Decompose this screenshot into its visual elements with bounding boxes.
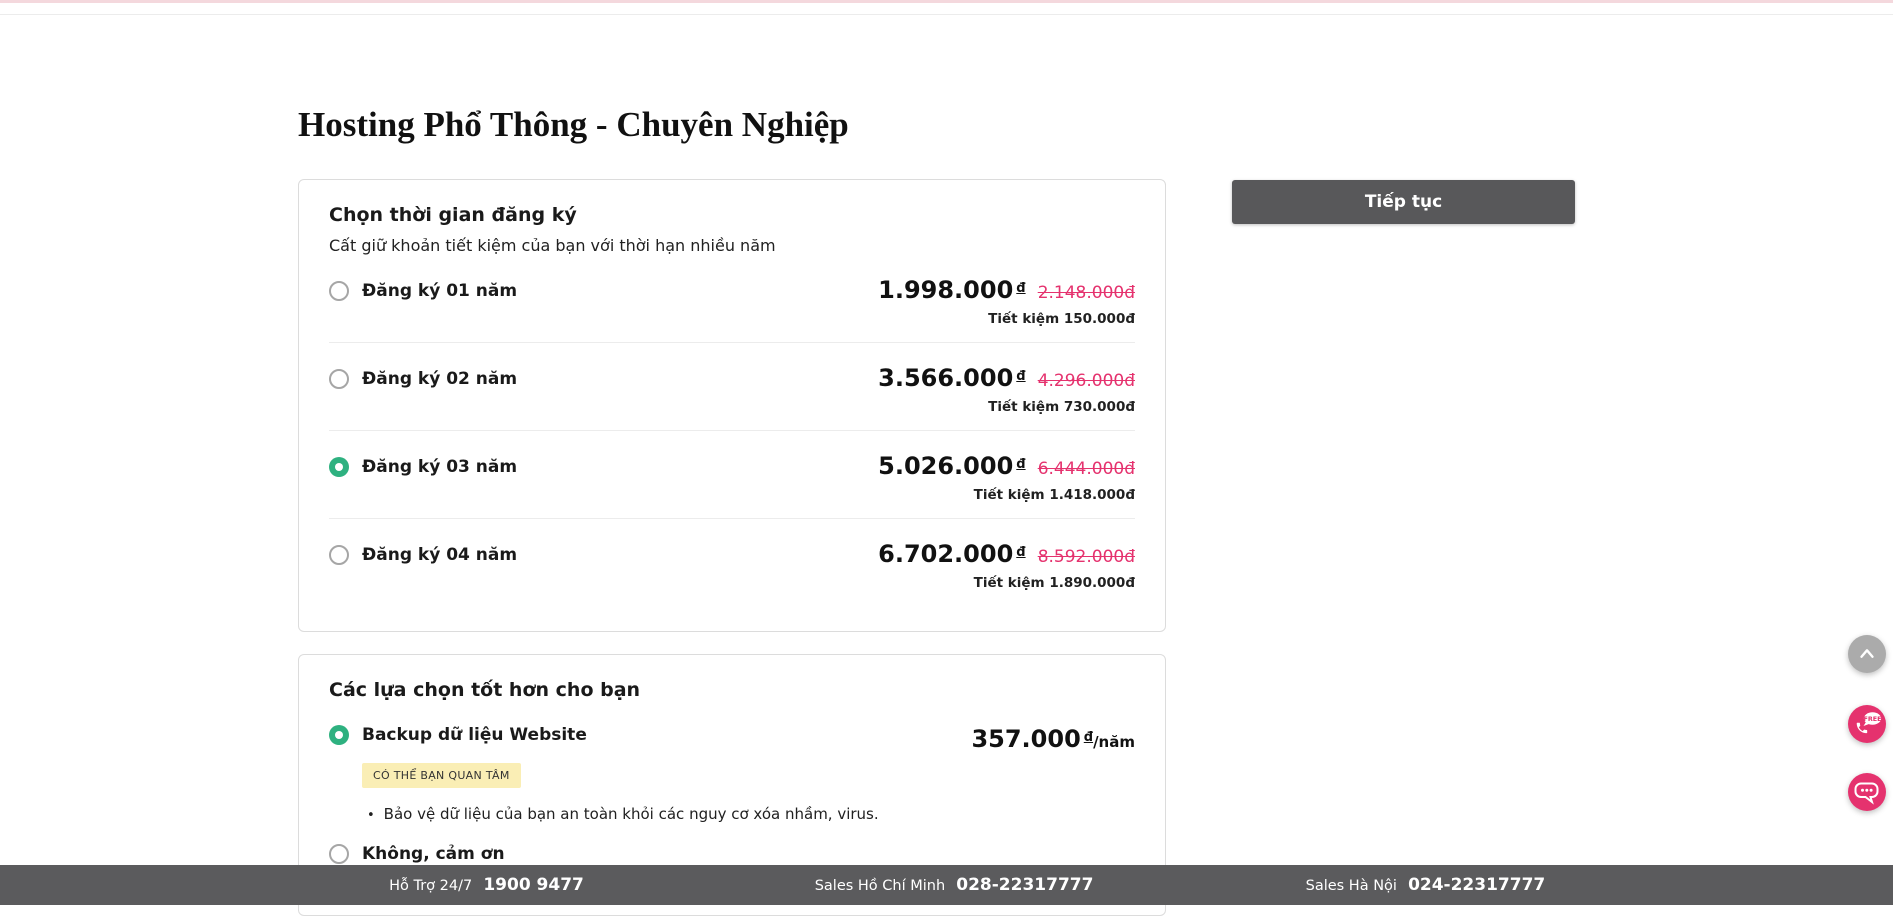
duration-option-label: Đăng ký 04 năm (362, 545, 518, 565)
addons-card-title: Các lựa chọn tốt hơn cho bạn (329, 679, 641, 701)
currency-symbol: đ (1016, 280, 1026, 296)
addon-bullet-text: Bảo vệ dữ liệu của bạn an toàn khỏi các … (383, 805, 879, 823)
addon-option-label: Không, cảm ơn (362, 844, 505, 864)
chat-bubbles-icon (1848, 773, 1886, 811)
footer-sales-hanoi-contact: Sales Hà Nội 024-22317777 (1306, 875, 1546, 895)
footer-support-phone: 1900 9477 (483, 875, 584, 895)
price-new: 357.000 (971, 725, 1081, 753)
radio-button[interactable] (329, 457, 349, 477)
price-old: 2.148.000đ (1037, 283, 1135, 303)
live-chat-button[interactable] (1848, 773, 1886, 811)
footer-sales-hcm-label: Sales Hồ Chí Minh (814, 878, 946, 894)
addon-bullet-list: • Bảo vệ dữ liệu của bạn an toàn khỏi các… (367, 805, 1135, 823)
duration-option-row-4-years[interactable]: Đăng ký 04 năm 6.702.000 đ 8.592.000đ Tiế… (329, 519, 1135, 606)
addon-option-backup[interactable]: Backup dữ liệu Website 357.000 đ/năm CÓ T… (329, 725, 1135, 823)
duration-option-row-3-years[interactable]: Đăng ký 03 năm 5.026.000 đ 6.444.000đ Tiế… (329, 431, 1135, 519)
duration-option-row-2-years[interactable]: Đăng ký 02 năm 3.566.000 đ 4.296.000đ Tiế… (329, 343, 1135, 431)
price-line: 357.000 đ/năm (971, 725, 1135, 753)
price-per-unit: /năm (1093, 733, 1135, 751)
header-divider (0, 14, 1893, 15)
radio-button[interactable] (329, 545, 349, 565)
footer-sales-hcm-contact: Sales Hồ Chí Minh 028-22317777 (815, 875, 1094, 895)
radio-button[interactable] (329, 844, 349, 864)
price-old: 8.592.000đ (1037, 547, 1135, 567)
footer-support-label: Hỗ Trợ 24/7 (389, 878, 473, 894)
bullet-dot: • (367, 808, 375, 823)
free-call-phone-icon: FREE (1848, 705, 1886, 743)
scroll-to-top-button[interactable] (1848, 635, 1886, 673)
top-accent-strip (0, 0, 1893, 3)
addon-option-label: Backup dữ liệu Website (362, 725, 587, 745)
currency-symbol: đ (1083, 729, 1094, 745)
duration-card-title: Chọn thời gian đăng ký (329, 204, 577, 226)
free-call-button[interactable]: FREE (1848, 705, 1886, 743)
footer-sales-hanoi-label: Sales Hà Nội (1305, 878, 1397, 894)
price-line: 5.026.000 đ 6.444.000đ (878, 452, 1135, 480)
duration-option-label: Đăng ký 03 năm (362, 457, 518, 477)
recommendation-badge: CÓ THỂ BẠN QUAN TÂM (362, 763, 521, 788)
duration-selection-card: Chọn thời gian đăng ký Cất giữ khoản tiế… (298, 179, 1166, 632)
duration-option-label: Đăng ký 01 năm (362, 281, 518, 301)
footer-contact-bar: Hỗ Trợ 24/7 1900 9477 Sales Hồ Chí Minh … (0, 865, 1893, 905)
chevron-up-icon (1856, 643, 1878, 665)
radio-button[interactable] (329, 281, 349, 301)
price-new: 3.566.000 (878, 364, 1014, 392)
price-line: 3.566.000 đ 4.296.000đ (878, 364, 1135, 392)
price-old: 6.444.000đ (1037, 459, 1135, 479)
currency-symbol: đ (1016, 456, 1026, 472)
footer-sales-hanoi-phone: 024-22317777 (1408, 875, 1546, 895)
savings-text: Tiết kiệm 1.890.000đ (973, 575, 1135, 591)
price-old: 4.296.000đ (1037, 371, 1135, 391)
page-title: Hosting Phổ Thông - Chuyên Nghiệp (298, 105, 849, 144)
radio-button[interactable] (329, 369, 349, 389)
price-new: 6.702.000 (878, 540, 1014, 568)
price-line: 6.702.000 đ 8.592.000đ (878, 540, 1135, 568)
currency-symbol: đ (1016, 368, 1026, 384)
savings-text: Tiết kiệm 730.000đ (988, 399, 1135, 415)
svg-text:FREE: FREE (1863, 715, 1881, 723)
continue-button[interactable]: Tiếp tục (1232, 180, 1575, 224)
price-line: 1.998.000 đ 2.148.000đ (878, 276, 1135, 304)
footer-sales-hcm-phone: 028-22317777 (956, 875, 1094, 895)
price-new: 5.026.000 (878, 452, 1014, 480)
price-new: 1.998.000 (878, 276, 1014, 304)
addon-option-decline[interactable]: Không, cảm ơn (329, 844, 1135, 864)
savings-text: Tiết kiệm 1.418.000đ (973, 487, 1135, 503)
footer-support-contact: Hỗ Trợ 24/7 1900 9477 (389, 875, 584, 895)
duration-option-row-1-year[interactable]: Đăng ký 01 năm 1.998.000 đ 2.148.000đ Tiế… (329, 255, 1135, 343)
radio-button[interactable] (329, 725, 349, 745)
duration-option-label: Đăng ký 02 năm (362, 369, 518, 389)
duration-card-subtitle: Cất giữ khoản tiết kiệm của bạn với thời… (329, 236, 776, 255)
currency-symbol: đ (1016, 544, 1026, 560)
savings-text: Tiết kiệm 150.000đ (988, 311, 1135, 327)
